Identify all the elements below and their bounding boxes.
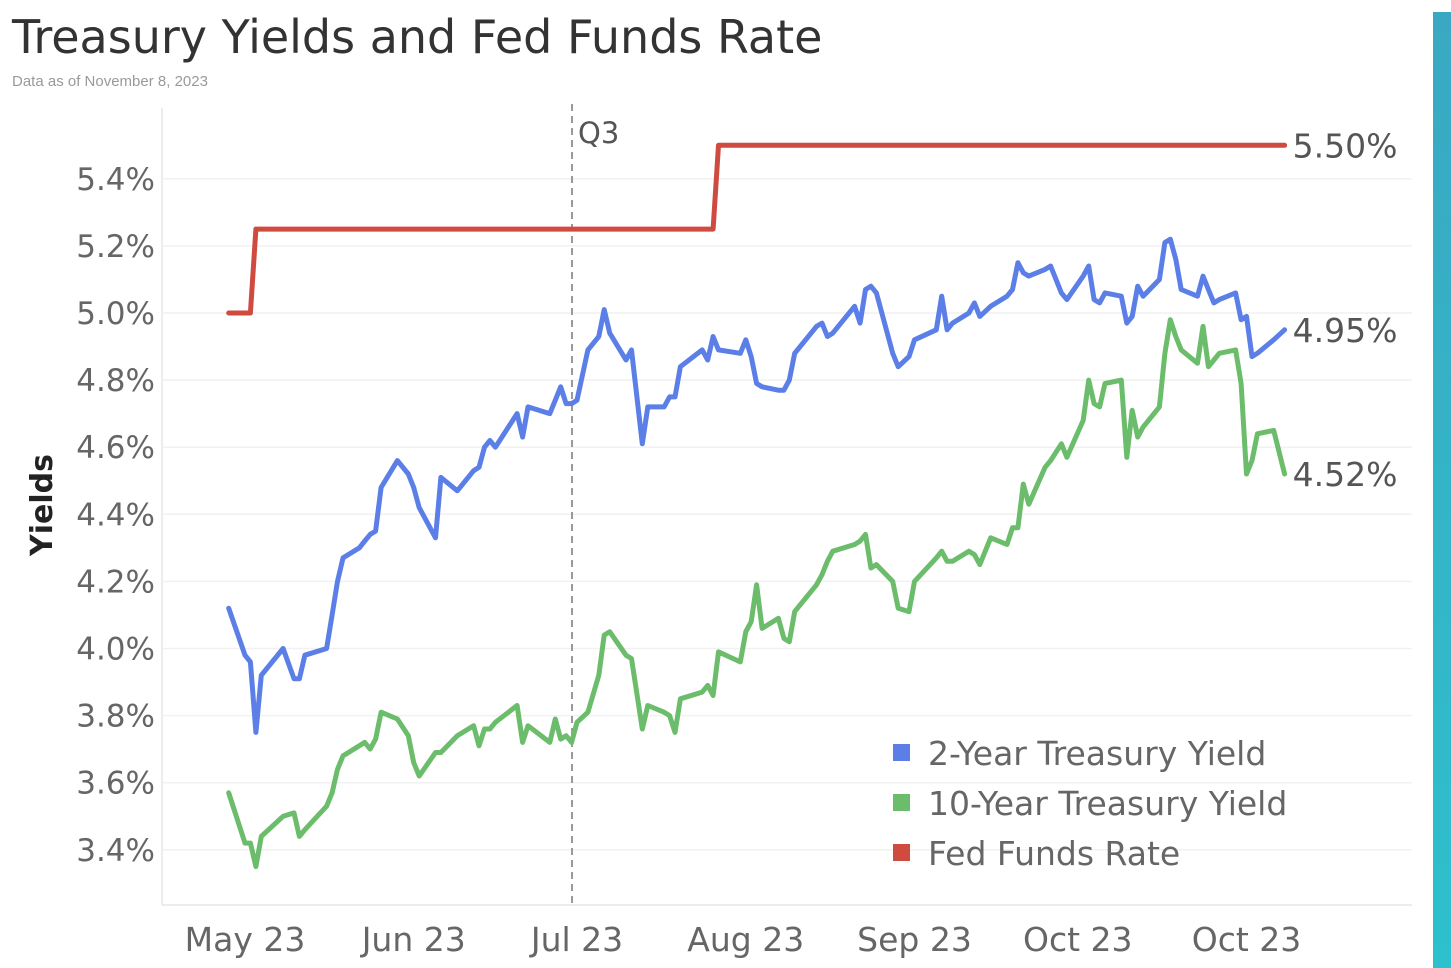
y-tick-label: 3.6% — [76, 766, 155, 802]
chart-subtitle: Data as of November 8, 2023 — [12, 73, 208, 90]
end-labels: 4.95% 4.52% 5.50% — [1293, 126, 1398, 494]
x-tick-label: Jul 23 — [529, 920, 623, 959]
y-tick-label: 4.2% — [76, 564, 155, 600]
y-axis-label: Yields — [25, 454, 60, 557]
axes: 3.4% 3.6% 3.8% 4.0% 4.2% 4.4% 4.6% 4.8% 5.0% 5.2%… — [25, 162, 1301, 959]
end-label-fed-funds-rate: 5.50% — [1293, 126, 1398, 165]
series-line-fed-funds-rate — [226, 142, 1288, 316]
y-tick-label: 5.2% — [76, 229, 155, 265]
y-tick-label: 3.4% — [76, 833, 155, 869]
y-tick-label: 5.0% — [76, 296, 155, 332]
x-tick-label: Oct 23 — [1023, 920, 1133, 959]
legend-swatch-10-year-treasury-yield — [893, 794, 910, 811]
x-tick-label: Sep 23 — [857, 920, 972, 959]
legend-swatch-2-year-treasury-yield — [893, 744, 910, 761]
legend-label-10-year-treasury-yield: 10-Year Treasury Yield — [928, 784, 1287, 823]
end-label-2-year-treasury-yield: 4.95% — [1293, 311, 1398, 350]
gridlines — [161, 108, 1412, 906]
legend-label-2-year-treasury-yield: 2-Year Treasury Yield — [928, 734, 1266, 773]
window-edge-strip — [1433, 12, 1451, 968]
chart-title: Treasury Yields and Fed Funds Rate — [12, 10, 823, 64]
legend-swatch-fed-funds-rate — [893, 844, 910, 861]
y-tick-label: 4.6% — [76, 430, 155, 466]
legend: 2-Year Treasury Yield 10-Year Treasury Yi… — [893, 734, 1287, 873]
y-tick-label: 5.4% — [76, 162, 155, 198]
y-tick-label: 4.8% — [76, 363, 155, 399]
legend-label-fed-funds-rate: Fed Funds Rate — [928, 834, 1180, 873]
y-tick-label: 4.0% — [76, 632, 155, 668]
series-line-10-year-treasury-yield — [226, 317, 1288, 870]
x-tick-label: May 23 — [185, 920, 306, 959]
y-tick-label: 4.4% — [76, 497, 155, 533]
x-tick-label: Oct 23 — [1192, 920, 1302, 959]
q3-label: Q3 — [578, 116, 619, 150]
x-tick-label: Aug 23 — [687, 920, 804, 959]
y-tick-label: 3.8% — [76, 699, 155, 735]
reference-line-q3: Q3 — [571, 104, 619, 903]
series-line-2-year-treasury-yield — [226, 236, 1288, 735]
series-lines — [226, 142, 1288, 870]
end-label-10-year-treasury-yield: 4.52% — [1293, 455, 1398, 494]
x-tick-label: Jun 23 — [360, 920, 466, 959]
